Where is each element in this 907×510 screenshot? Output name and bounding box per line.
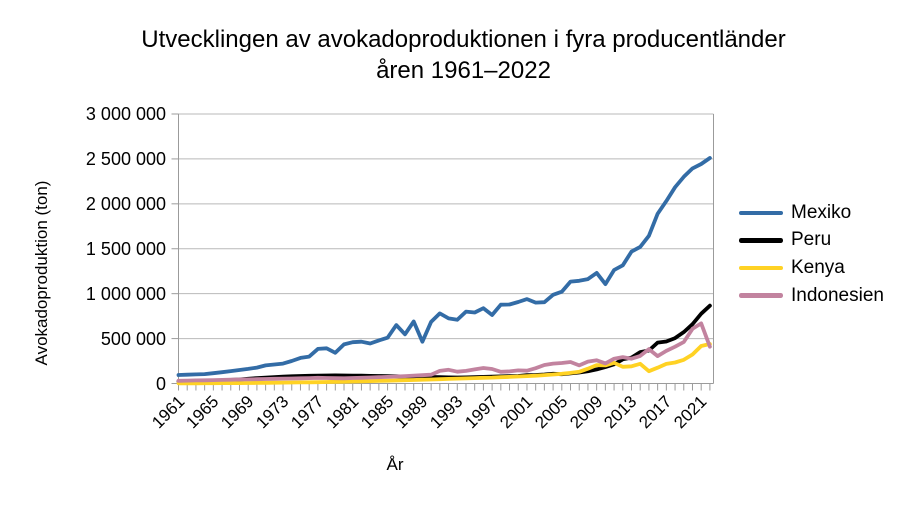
legend-swatch-mexiko (739, 210, 783, 216)
legend-swatch-peru (739, 238, 783, 243)
legend-swatch-indonesien (739, 293, 783, 298)
y-tick-label: 2 500 000 (85, 148, 166, 169)
legend-item-peru: Peru (739, 227, 884, 255)
y-tick-label: 1 500 000 (85, 238, 166, 259)
legend-item-indonesien: Indonesien (739, 282, 884, 310)
y-tick-label: 500 000 (100, 328, 166, 349)
legend: Mexiko Peru Kenya Indonesien (739, 199, 884, 309)
series-line-kenya (176, 342, 712, 386)
legend-label-mexiko: Mexiko (791, 201, 852, 223)
x-axis-title: År (386, 455, 404, 474)
legend-swatch-kenya (739, 265, 783, 271)
legend-label-indonesien: Indonesien (791, 284, 884, 306)
chart-title: Utvecklingen av avokadoproduktionen i fy… (20, 24, 907, 86)
legend-label-peru: Peru (791, 229, 832, 251)
y-tick-label: 2 000 000 (85, 193, 166, 214)
y-tick-label: 1 000 000 (85, 283, 166, 304)
chart-title-line1: Utvecklingen av avokadoproduktionen i fy… (141, 26, 786, 53)
chart-title-line2: åren 1961–2022 (376, 57, 551, 84)
legend-item-mexiko: Mexiko (739, 199, 884, 227)
series-line-indonesien (176, 321, 712, 383)
legend-label-kenya: Kenya (791, 256, 845, 278)
legend-item-kenya: Kenya (739, 254, 884, 282)
series-line-mexiko (176, 156, 712, 377)
y-tick-label: 0 (155, 373, 166, 394)
y-tick-label: 3 000 000 (85, 104, 166, 124)
